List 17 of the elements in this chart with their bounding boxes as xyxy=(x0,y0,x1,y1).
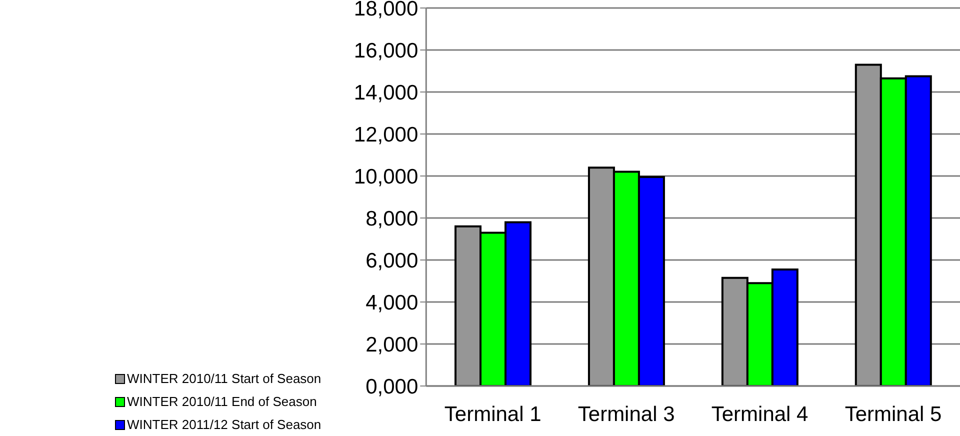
y-tick-label: 8,000 xyxy=(366,207,418,230)
y-tick-label: 6,000 xyxy=(366,249,418,272)
y-tick-label: 16,000 xyxy=(354,39,418,62)
x-tick-label: Terminal 3 xyxy=(578,402,675,426)
y-tick-label: 12,000 xyxy=(354,123,418,146)
y-tick-label: 10,000 xyxy=(354,165,418,188)
y-tick-label: 2,000 xyxy=(366,333,418,356)
x-tick-label: Terminal 4 xyxy=(711,402,809,426)
legend-label: WINTER 2010/11 End of Season xyxy=(127,393,317,411)
y-tick-label: 14,000 xyxy=(354,81,418,104)
legend-label: WINTER 2010/11 Start of Season xyxy=(127,370,322,388)
y-tick-label: 0,000 xyxy=(366,375,418,398)
x-tick-label: Terminal 5 xyxy=(844,402,942,426)
legend-label: WINTER 2011/12 Start of Season xyxy=(127,416,322,434)
y-tick-label: 18,000 xyxy=(354,0,418,20)
x-tick-label: Terminal 1 xyxy=(444,402,542,426)
y-tick-label: 4,000 xyxy=(366,291,418,314)
